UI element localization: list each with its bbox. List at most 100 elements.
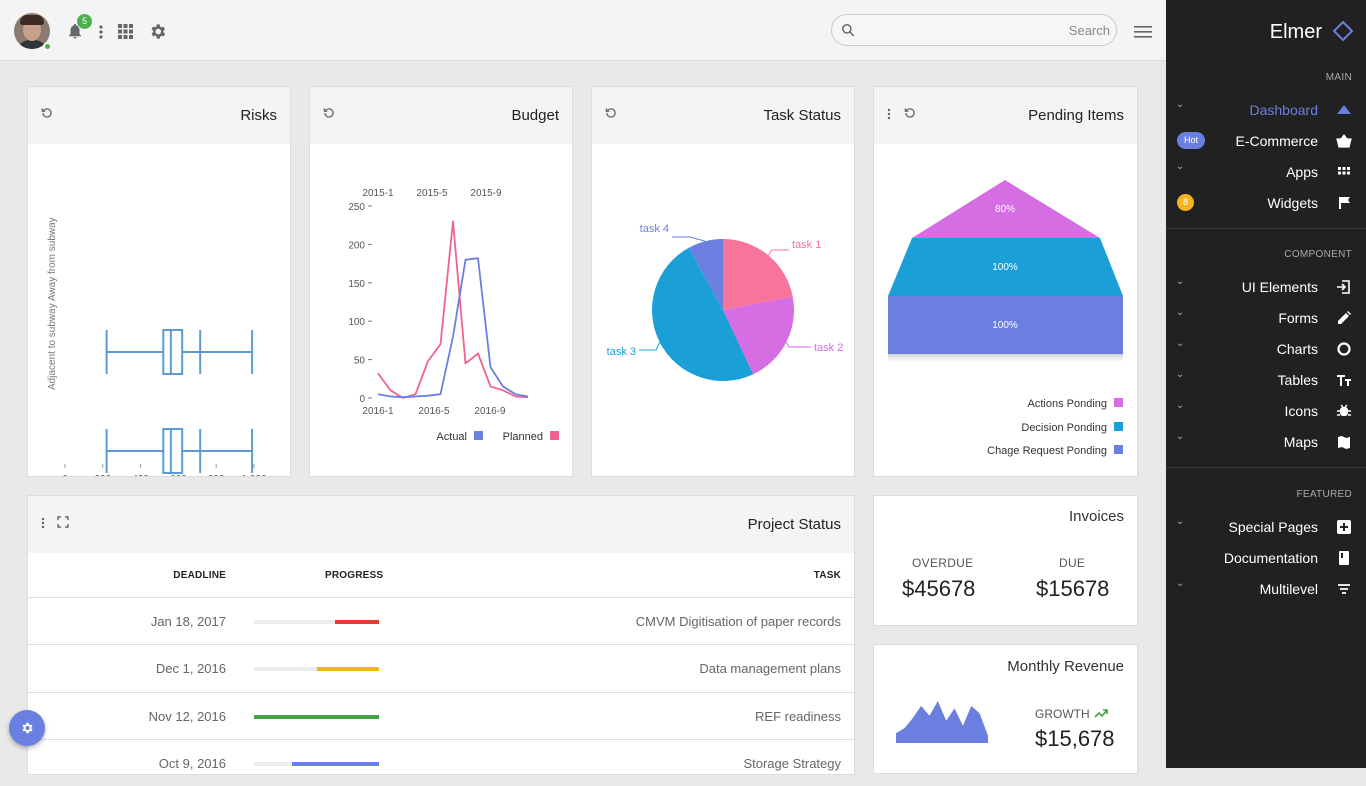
sidebar-item-charts[interactable]: ⌄ Charts (1166, 334, 1366, 365)
search-box[interactable] (831, 14, 1117, 46)
table-row[interactable]: Jan 18, 2017 CMVM Digitisation of paper … (28, 597, 854, 644)
refresh-icon[interactable] (322, 106, 336, 120)
sidebar-item-icons[interactable]: ⌄ Icons (1166, 396, 1366, 427)
caret-icon: ⌄ (1176, 431, 1185, 442)
pie-label-leader (672, 236, 706, 242)
y-tick-label: 0 (359, 394, 365, 405)
column-header-progress: PROGRESS (325, 570, 384, 581)
table-row[interactable]: Oct 9, 2016 Storage Strategy (28, 739, 854, 786)
card-header: Task Status (592, 87, 854, 144)
task-cell: Data management plans (699, 661, 841, 676)
progress-bar (254, 620, 379, 624)
boxplot-series (105, 329, 254, 375)
brand-name[interactable]: Elmer (1269, 21, 1322, 43)
table-row[interactable]: Dec 1, 2016 Data management plans (28, 644, 854, 691)
pie-slice-task-4 (688, 239, 723, 310)
pending-funnel-chart: 80% 100% 100% Actions Ponding Decision P… (888, 180, 1123, 457)
table-row[interactable]: Nov 12, 2016 REF readiness (28, 692, 854, 739)
sidebar-item-ui-elements[interactable]: ⌄ UI Elements (1166, 272, 1366, 303)
legend-actions-swatch (1114, 398, 1123, 407)
x-top-tick-label: 2015-9 (470, 188, 502, 199)
project-status-card: Project Status DEADLINE PROGRESS TASK Ja… (27, 495, 855, 775)
settings-fab-button[interactable] (9, 710, 45, 746)
bell-icon[interactable] (66, 22, 84, 40)
x-tick-label: 0 (62, 474, 68, 476)
search-input[interactable] (862, 20, 1110, 40)
deadline-cell: Nov 12, 2016 (148, 709, 226, 724)
triangle-icon (1337, 105, 1351, 114)
sidebar-item-label: Dashboard (1249, 102, 1319, 118)
risks-boxplot-chart: Adjacent to subway Away from subway 0 200… (47, 217, 267, 476)
progress-bar (254, 762, 379, 766)
sidebar-item-label: Maps (1283, 434, 1318, 450)
refresh-icon[interactable] (40, 106, 54, 120)
growth-value: $15,678 (1035, 726, 1115, 751)
apps-grid-icon[interactable] (118, 24, 133, 39)
refresh-icon[interactable] (604, 106, 618, 120)
task-cell: CMVM Digitisation of paper records (635, 614, 841, 629)
growth-label: GROWTH (1035, 707, 1090, 721)
apps-icon (1338, 167, 1350, 175)
caret-icon: ⌄ (1176, 516, 1185, 527)
pie-slice-task-2 (723, 296, 794, 375)
task-cell: REF readiness (755, 709, 841, 724)
book-icon (1339, 551, 1349, 565)
online-status-dot (43, 42, 52, 51)
x-tick-label: 1,000 (241, 474, 266, 476)
sidebar-item-documentation[interactable]: Documentation (1166, 543, 1366, 574)
filter-icon (1338, 584, 1350, 594)
card-title: Monthly Revenue (1007, 658, 1124, 675)
x-bottom-tick-label: 2016-9 (474, 406, 506, 417)
sidebar-item-maps[interactable]: ⌄ Maps (1166, 427, 1366, 458)
sidebar-item-e-commerce[interactable]: Hot E-Commerce (1166, 126, 1366, 157)
sidebar-item-label: UI Elements (1241, 279, 1318, 295)
legend-actions-label: Actions Ponding (1028, 398, 1108, 410)
caret-icon: ⌄ (1176, 161, 1185, 172)
refresh-icon[interactable] (903, 106, 917, 120)
pie-label: task 3 (607, 346, 636, 358)
avatar[interactable] (14, 13, 50, 49)
sidebar-item-multilevel[interactable]: ⌄ Multilevel (1166, 574, 1366, 605)
revenue-sparkline (896, 701, 988, 743)
map-icon (1338, 436, 1350, 449)
sidebar-item-label: Apps (1286, 164, 1318, 180)
legend-change-request-swatch (1114, 445, 1123, 454)
top-bar: 5 (0, 0, 1166, 61)
fullscreen-icon[interactable] (57, 516, 69, 528)
progress-fill (254, 715, 379, 719)
pie-slice-task-3 (652, 247, 754, 381)
sidebar-item-special-pages[interactable]: ⌄ Special Pages (1166, 512, 1366, 543)
plus-box-icon (1337, 520, 1351, 534)
boxplot-series (105, 428, 254, 474)
deadline-cell: Jan 18, 2017 (150, 614, 226, 629)
sidebar-item-dashboard[interactable]: ⌄ Dashboard (1166, 95, 1366, 126)
card-header: Pending Items (874, 87, 1137, 144)
invoices-card: Invoices OVERDUE $45678 DUE $15678 (873, 495, 1138, 626)
funnel-segment-decision (888, 238, 1123, 296)
card-title: Pending Items (1028, 107, 1124, 124)
caret-icon: ⌄ (1176, 578, 1185, 589)
more-vertical-icon[interactable] (97, 24, 105, 40)
card-title: Budget (511, 107, 559, 124)
pie-label-leader (785, 341, 811, 348)
risks-y-axis-label: Adjacent to subway Away from subway (47, 217, 58, 390)
more-vertical-icon[interactable] (40, 517, 46, 529)
menu-icon[interactable] (1134, 26, 1152, 38)
sidebar-item-apps[interactable]: ⌄ Apps (1166, 157, 1366, 188)
pending-items-card: Pending Items 80% 100% 100% Actions Pond… (873, 86, 1138, 477)
y-tick-label: 150 (348, 279, 365, 290)
pie-label: task 2 (814, 342, 843, 354)
budget-card: Budget 0 50 100 150 200 250 2015-1 2015-5 2015-9… (309, 86, 573, 477)
progress-bar (254, 715, 379, 719)
sidebar-divider (1166, 467, 1366, 468)
sidebar-item-tables[interactable]: ⌄ Tables (1166, 365, 1366, 396)
sidebar-item-forms[interactable]: ⌄ Forms (1166, 303, 1366, 334)
task-status-pie-chart: task 1 task 2 task 3 task 4 (607, 223, 843, 381)
more-vertical-icon[interactable] (886, 108, 892, 120)
settings-gear-icon[interactable] (148, 22, 167, 41)
sidebar-item-widgets[interactable]: 8 Widgets (1166, 188, 1366, 219)
flag-icon (1339, 197, 1350, 209)
pie-slice-task-1 (723, 239, 793, 310)
overdue-value: $45678 (902, 576, 976, 601)
funnel-label-actions: 80% (995, 204, 1015, 215)
